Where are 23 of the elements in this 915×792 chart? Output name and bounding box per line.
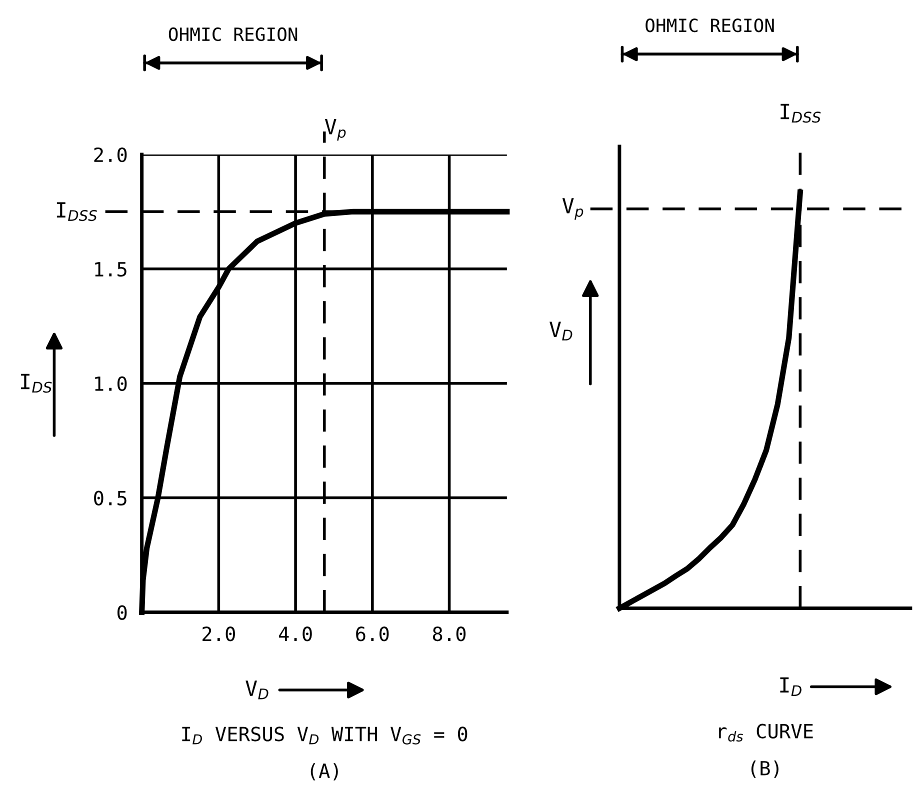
y-tick-label: 0	[117, 605, 127, 620]
ref-line-label: V$_{p}$	[324, 119, 346, 141]
y-tick-label: 1.5	[95, 262, 126, 277]
ref-line-label: I$_{DSS}$	[56, 202, 97, 222]
y-axis-title: I$_{DS}$	[21, 374, 52, 393]
x-tick-label: 6.0	[356, 626, 389, 642]
y-tick-label: 0.5	[94, 490, 126, 506]
text: OHMIC REGION	[646, 18, 774, 32]
x-axis-title: V$_{D}$	[246, 680, 268, 700]
text: (A)	[310, 763, 338, 780]
text: I$_{D}$ VERSUS V$_{D}$ WITH V$_{GS}$ = 0	[182, 726, 468, 744]
text: OHMIC REGION	[168, 27, 298, 42]
text: (B)	[751, 760, 778, 778]
x-axis-title: I$_{D}$	[780, 677, 802, 696]
text: I$_{DSS}$	[780, 104, 821, 123]
x-tick-label: 8.0	[432, 626, 466, 642]
x-tick-label: 4.0	[278, 626, 312, 642]
y-tick-label: 1.0	[95, 376, 127, 392]
y-tick-label: 2.0	[94, 147, 127, 162]
ref-line-label: V$_{p}$	[562, 198, 584, 220]
x-tick-label: 2.0	[202, 626, 235, 642]
text: r$_{ds}$ CURVE	[719, 724, 813, 742]
y-axis-title: V$_{D}$	[550, 322, 572, 340]
